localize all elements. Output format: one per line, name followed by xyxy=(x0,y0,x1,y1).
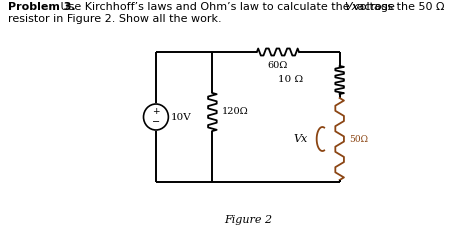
Text: Figure 2: Figure 2 xyxy=(224,215,272,225)
Text: 120Ω: 120Ω xyxy=(222,108,249,116)
Text: Use Kirchhoff’s laws and Ohm’s law to calculate the voltage: Use Kirchhoff’s laws and Ohm’s law to ca… xyxy=(57,2,399,12)
Text: Vx: Vx xyxy=(294,134,308,144)
Text: Vx: Vx xyxy=(345,2,359,12)
Text: Problem 3.: Problem 3. xyxy=(8,2,75,12)
Text: 10 Ω: 10 Ω xyxy=(278,76,303,84)
Text: 10V: 10V xyxy=(171,113,192,121)
Text: 60Ω: 60Ω xyxy=(268,61,288,70)
Text: −: − xyxy=(152,117,160,127)
Text: resistor in Figure 2. Show all the work.: resistor in Figure 2. Show all the work. xyxy=(8,14,221,24)
Text: +: + xyxy=(152,108,160,116)
Text: across the 50 Ω: across the 50 Ω xyxy=(354,2,445,12)
Text: 50Ω: 50Ω xyxy=(349,134,368,144)
